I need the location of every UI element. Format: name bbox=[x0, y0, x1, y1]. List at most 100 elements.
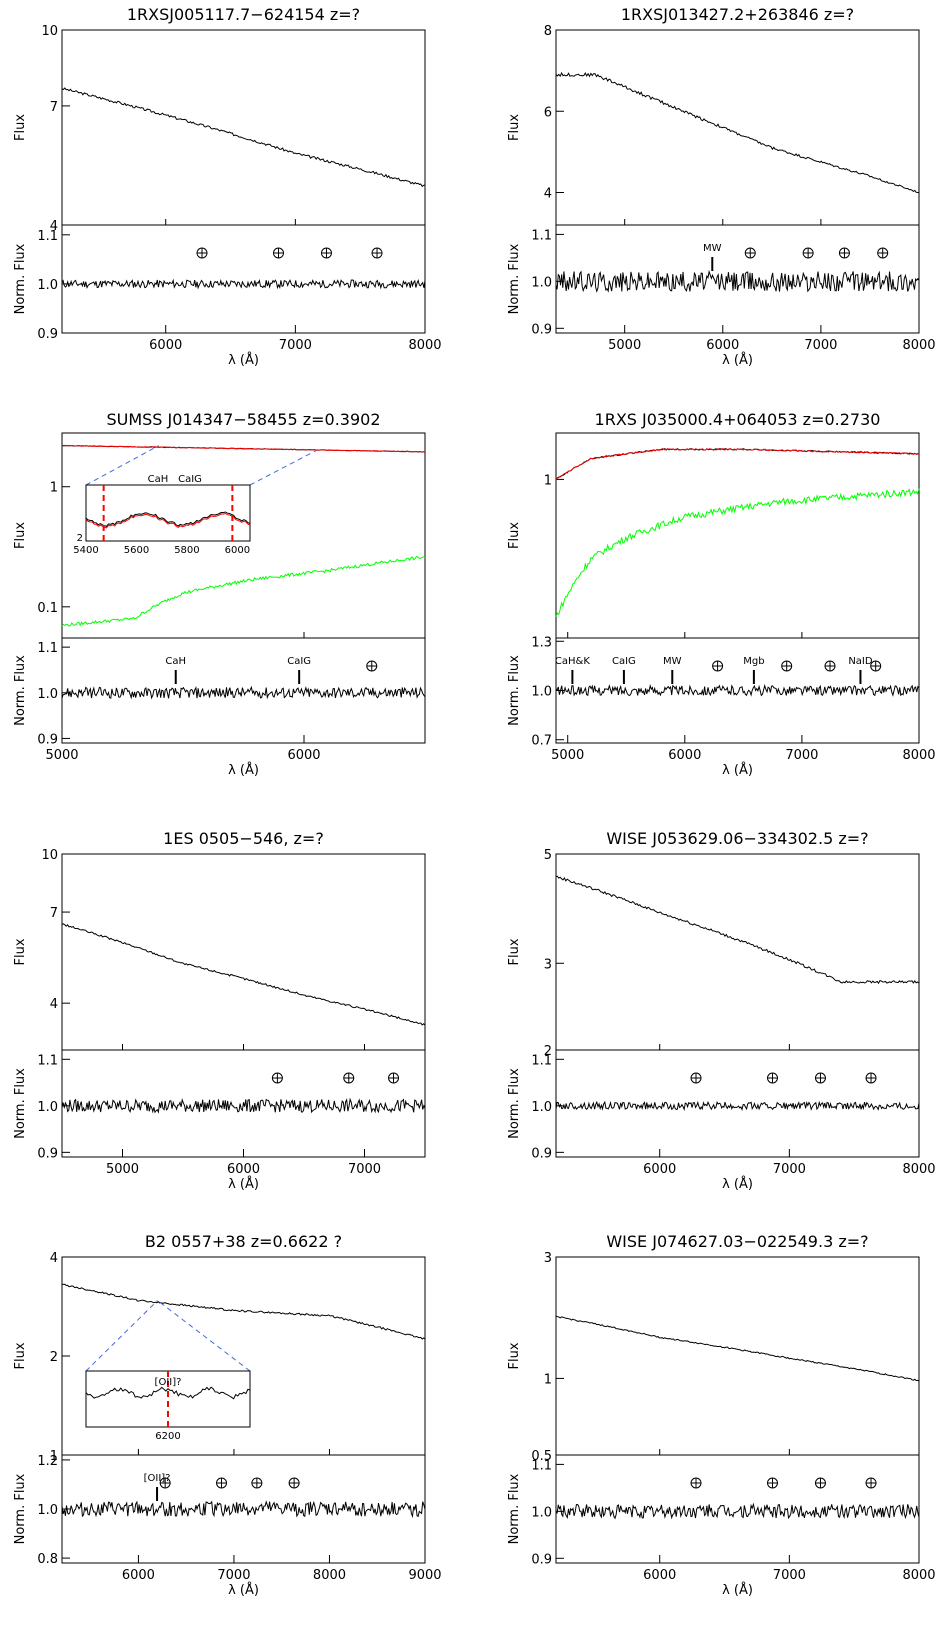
telluric-marker bbox=[388, 1072, 400, 1084]
norm-ytick-label: 1.1 bbox=[37, 641, 58, 656]
xtick-label: 6000 bbox=[122, 1568, 155, 1583]
telluric-marker bbox=[343, 1072, 355, 1084]
x-axis-label: λ (Å) bbox=[228, 762, 259, 778]
xtick-label: 7000 bbox=[217, 1568, 250, 1583]
norm-ytick-label: 1.1 bbox=[531, 228, 552, 243]
x-axis-label: λ (Å) bbox=[228, 1176, 259, 1192]
flux-series-line bbox=[61, 555, 426, 627]
flux-ytick-label: 4 bbox=[50, 997, 58, 1012]
norm-axis-label: Norm. Flux bbox=[507, 1068, 522, 1139]
telluric-marker bbox=[814, 1072, 826, 1084]
flux-ytick-label: 0.5 bbox=[531, 1449, 552, 1464]
norm-ytick-label: 1.0 bbox=[37, 278, 58, 293]
inset-spectrum bbox=[85, 511, 251, 527]
flux-ytick-label: 2 bbox=[50, 1350, 58, 1365]
telluric-marker bbox=[366, 660, 378, 672]
xtick-label: 8000 bbox=[902, 338, 935, 353]
spectrum-panel-2: 1RXSJ013427.2+263846 z=? 4 6 8 0.9 1.0 1.1 5000… bbox=[507, 5, 936, 368]
x-axis-label: λ (Å) bbox=[228, 352, 259, 368]
xtick-label: 7000 bbox=[804, 338, 837, 353]
feature-label: Mgb bbox=[743, 656, 764, 667]
norm-ytick-label: 0.9 bbox=[37, 1146, 58, 1161]
telluric-marker bbox=[877, 247, 889, 259]
flux-ytick-label: 10 bbox=[41, 848, 58, 863]
norm-ytick-label: 1.2 bbox=[37, 1454, 58, 1469]
xtick-label: 6000 bbox=[643, 1162, 676, 1177]
panel-title: SUMSS J014347−58455 z=0.3902 bbox=[106, 410, 380, 429]
norm-series-line bbox=[61, 1500, 426, 1519]
telluric-marker bbox=[159, 1477, 171, 1489]
norm-ytick-label: 0.9 bbox=[37, 327, 58, 342]
telluric-marker bbox=[824, 660, 836, 672]
inset-zoom: [OII]? 6200 bbox=[85, 1300, 251, 1442]
norm-ytick-label: 0.7 bbox=[531, 734, 552, 749]
norm-axis-label: Norm. Flux bbox=[507, 243, 522, 314]
norm-axes-frame bbox=[555, 1454, 920, 1564]
xtick-label: 7000 bbox=[348, 1162, 381, 1177]
telluric-marker bbox=[781, 660, 793, 672]
inset-label-caig: CaIG bbox=[178, 474, 202, 485]
norm-axes-frame bbox=[555, 224, 920, 334]
norm-ytick-label: 1.1 bbox=[531, 1458, 552, 1473]
xtick-label: 8000 bbox=[902, 1568, 935, 1583]
inset-ytick-label: 2 bbox=[77, 533, 83, 544]
spectrum-panel-6: WISE J053629.06−334302.5 z=? 2 3 5 0.9 1.0 1.1… bbox=[507, 829, 936, 1192]
xtick-label: 8000 bbox=[902, 748, 935, 763]
spectrum-panel-4: 1RXS J035000.4+064053 z=0.2730 1 0.7 1.0 1.3… bbox=[507, 410, 936, 778]
flux-ytick-label: 1 bbox=[50, 1449, 58, 1464]
panel-title: 1RXS J035000.4+064053 z=0.2730 bbox=[595, 410, 881, 429]
spectrum-panel-8: WISE J074627.03−022549.3 z=? 0.5 1 3 0.9 1.0 1… bbox=[507, 1232, 936, 1598]
norm-ytick-label: 1.3 bbox=[531, 635, 552, 650]
flux-ytick-label: 4 bbox=[544, 187, 552, 202]
flux-ytick-label: 3 bbox=[544, 957, 552, 972]
feature-label: CaIG bbox=[612, 656, 636, 667]
xtick-label: 6000 bbox=[643, 1568, 676, 1583]
flux-ytick-label: 1 bbox=[544, 1372, 552, 1387]
spectrum-panel-3: SUMSS J014347−58455 z=0.3902 0.1 1 0.9 1.0 1.… bbox=[13, 410, 426, 778]
norm-series-line bbox=[61, 278, 426, 290]
flux-ytick-label: 1 bbox=[544, 473, 552, 488]
flux-ytick-label: 4 bbox=[50, 1251, 58, 1266]
telluric-marker bbox=[371, 247, 383, 259]
xtick-label: 7000 bbox=[773, 1162, 806, 1177]
inset-xtick-label: 5400 bbox=[73, 545, 98, 556]
flux-series-line bbox=[555, 448, 920, 480]
flux-ytick-label: 6 bbox=[544, 105, 552, 120]
feature-label: CaIG bbox=[287, 656, 311, 667]
norm-ytick-label: 1.1 bbox=[531, 1053, 552, 1068]
telluric-marker bbox=[251, 1477, 263, 1489]
panel-title: 1RXSJ013427.2+263846 z=? bbox=[621, 5, 854, 24]
xtick-label: 7000 bbox=[279, 338, 312, 353]
inset-xtick-label: 6000 bbox=[225, 545, 250, 556]
inset-label-cah: CaH bbox=[148, 474, 169, 485]
telluric-marker bbox=[802, 247, 814, 259]
norm-ytick-label: 1.0 bbox=[37, 1503, 58, 1518]
spectrum-panel-5: 1ES 0505−546, z=? 4 7 10 0.9 1.0 1.1 5000 6000 70… bbox=[13, 829, 426, 1192]
norm-axis-label: Norm. Flux bbox=[13, 1473, 28, 1544]
xtick-label: 5000 bbox=[608, 338, 641, 353]
x-axis-label: λ (Å) bbox=[228, 1582, 259, 1598]
inset-connector bbox=[85, 1300, 158, 1372]
inset-connector bbox=[157, 1300, 251, 1372]
flux-series-line bbox=[555, 488, 920, 617]
inset-xtick-label: 5800 bbox=[174, 545, 199, 556]
xtick-label: 6000 bbox=[706, 338, 739, 353]
xtick-label: 8000 bbox=[408, 338, 441, 353]
xtick-label: 7000 bbox=[785, 748, 818, 763]
flux-series-line bbox=[555, 875, 920, 985]
flux-axis-label: Flux bbox=[507, 522, 522, 549]
norm-ytick-label: 1.0 bbox=[37, 687, 58, 702]
spectrum-panel-7: B2 0557+38 z=0.6622 ? 1 2 4 0.8 1.0 1.2 6000 700… bbox=[13, 1232, 442, 1598]
flux-series-line bbox=[61, 1283, 426, 1340]
xtick-label: 5000 bbox=[551, 748, 584, 763]
norm-ytick-label: 0.9 bbox=[531, 1552, 552, 1567]
norm-series-line bbox=[61, 685, 426, 700]
flux-axes-frame bbox=[555, 853, 920, 1051]
norm-series-line bbox=[555, 1502, 920, 1520]
norm-ytick-label: 0.9 bbox=[531, 322, 552, 337]
flux-ytick-label: 2 bbox=[544, 1044, 552, 1059]
telluric-marker bbox=[865, 1072, 877, 1084]
inset-spectrum bbox=[85, 1386, 251, 1400]
flux-axis-label: Flux bbox=[13, 114, 28, 141]
feature-label: [OII]? bbox=[144, 1473, 171, 1484]
